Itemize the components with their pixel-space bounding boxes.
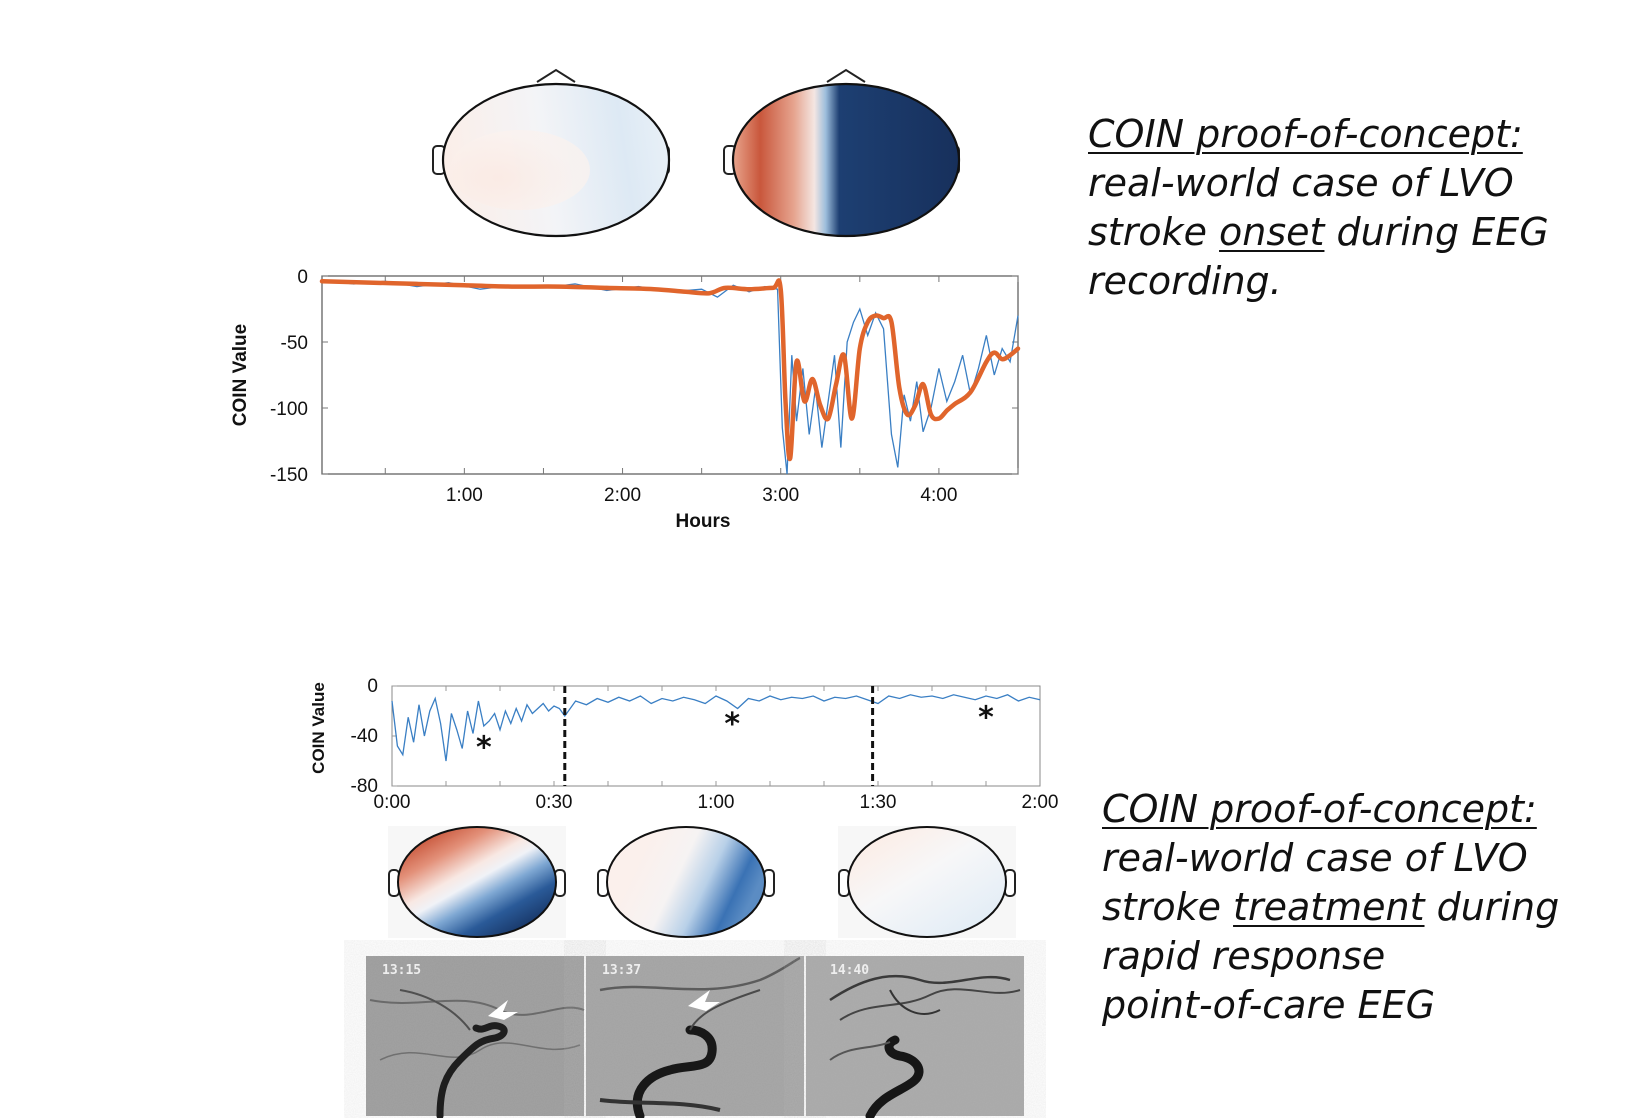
caption-onset-line3-post: during EEG [1324,210,1549,254]
treatment-x-tick-label: 0:00 [374,792,411,813]
treatment-asterisk: * [724,707,740,742]
onset-chart-xlabel: Hours [676,511,731,532]
onset-y-tick-label: -100 [270,399,308,420]
treatment-chart-ylabel: COIN Value [309,682,328,774]
treatment-x-tick-label: 1:30 [860,792,897,813]
caption-onset: COIN proof-of-concept: real-world case o… [1088,110,1549,306]
angiogram-time-2: 13:37 [602,963,641,978]
caption-treatment-line3-pre: stroke [1102,885,1234,929]
caption-treatment-line4: rapid response [1102,934,1386,978]
onset-y-tick-label: -150 [270,465,308,486]
angiogram-time-3: 14:40 [830,963,869,978]
treatment-x-tick-label: 2:00 [1022,792,1059,813]
treatment-x-tick-label: 0:30 [536,792,573,813]
head-map-pre-onset [432,68,671,238]
treatment-raw-series [391,694,1041,762]
head-map-treatment-3 [838,826,1016,938]
caption-onset-line1: COIN proof-of-concept: [1088,112,1523,156]
caption-onset-line3-pre: stroke [1088,210,1220,254]
onset-x-tick-label: 4:00 [920,485,957,506]
caption-treatment-keyword: treatment [1233,885,1425,929]
onset-y-tick-label: 0 [297,267,308,288]
treatment-plot-area [391,685,1041,787]
head-map-treatment-2 [597,826,775,938]
onset-smoothed-series [319,278,1021,462]
treatment-y-tick-label: -40 [351,726,378,747]
caption-onset-line2: real-world case of LVO [1088,161,1514,205]
onset-chart-ylabel: COIN Value [230,324,251,426]
treatment-y-tick-label: -80 [351,776,378,797]
head-map-treatment-1 [388,826,566,938]
onset-raw-series [321,279,1019,475]
caption-onset-line4: recording. [1088,259,1282,303]
caption-treatment-line5: point-of-care EEG [1102,983,1436,1027]
caption-onset-keyword: onset [1219,210,1325,254]
onset-x-tick-label: 1:00 [446,485,483,506]
angiogram-panel-3: 14:40 [806,956,1024,1118]
caption-treatment-line2: real-world case of LVO [1102,836,1528,880]
treatment-x-tick-label: 1:00 [698,792,735,813]
head-map-post-onset [723,68,961,238]
onset-x-tick-label: 3:00 [762,485,799,506]
onset-x-tick-label: 2:00 [604,485,641,506]
caption-treatment-line1: COIN proof-of-concept: [1102,787,1537,831]
angiogram-panel-2: 13:37 [586,956,804,1118]
caption-treatment: COIN proof-of-concept: real-world case o… [1102,785,1559,1030]
caption-treatment-line3-post: during [1424,885,1560,929]
treatment-y-tick-label: 0 [367,676,378,697]
angiogram-time-1: 13:15 [382,963,421,978]
treatment-asterisk: * [476,731,492,766]
treatment-asterisk: * [978,701,994,736]
angiogram-panel-1: 13:15 [366,956,585,1118]
onset-y-tick-label: -50 [281,333,308,354]
onset-plot-area [321,275,1019,475]
